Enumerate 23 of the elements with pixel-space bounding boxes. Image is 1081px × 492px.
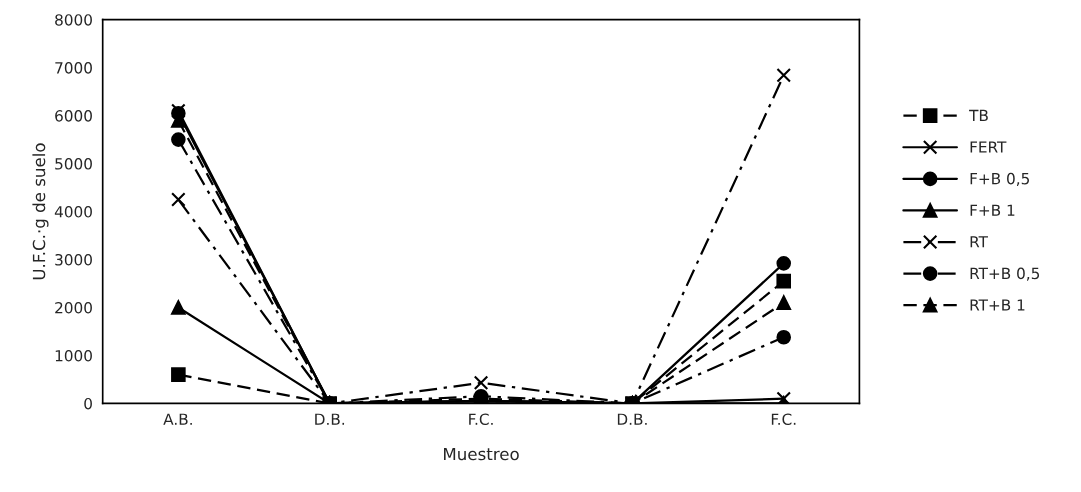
x-tick-label: D.B. <box>617 413 647 425</box>
y-tick-label: 1000 <box>55 349 92 362</box>
legend-label: TB <box>969 109 988 121</box>
y-tick-label: 2000 <box>55 301 92 314</box>
y-tick-label: 0 <box>84 397 92 410</box>
y-tick-label: 5000 <box>55 158 92 170</box>
y-axis-title: U.F.C.·g de suelo <box>32 143 49 280</box>
y-tick-label: 6000 <box>55 110 92 122</box>
x-tick-label: D.B. <box>315 413 345 425</box>
legend-label: F+B 1 <box>970 204 1015 216</box>
legend-label: FERT <box>970 141 1007 153</box>
y-tick-label: 8000 <box>55 14 92 26</box>
legend-label: RT+B 1 <box>970 299 1025 311</box>
x-axis-title: Muestreo <box>444 447 519 461</box>
y-tick-label: 3000 <box>55 254 92 266</box>
legend-label: RT <box>970 236 988 248</box>
y-tick-label: 4000 <box>54 206 92 218</box>
y-tick-label: 7000 <box>55 62 92 74</box>
x-tick-label: F.C. <box>469 413 493 425</box>
legend-label: RT+B 0,5 <box>970 267 1040 281</box>
x-tick-label: A.B. <box>163 413 192 425</box>
legend-label: F+B 0,5 <box>970 172 1029 186</box>
x-tick-label: F.C. <box>771 413 796 425</box>
